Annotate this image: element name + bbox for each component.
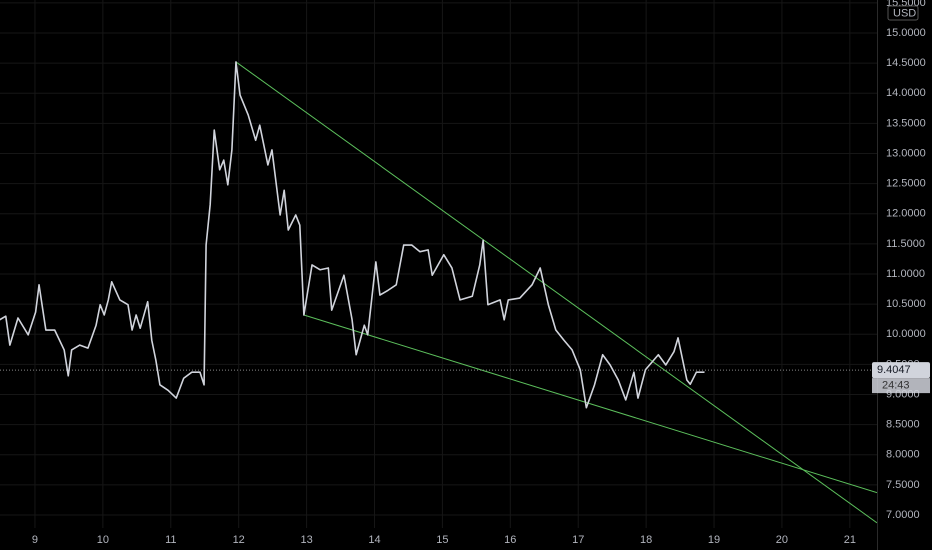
x-tick-label: 20 (776, 534, 788, 546)
x-tick-label: 17 (572, 534, 584, 546)
y-tick-label: 13.5000 (886, 117, 926, 129)
y-tick-label: 7.5000 (886, 479, 920, 491)
x-tick-label: 19 (708, 534, 720, 546)
x-tick-label: 11 (165, 534, 176, 546)
countdown-box (872, 378, 930, 394)
y-tick-label: 15.5000 (886, 0, 926, 9)
y-tick-label: 8.5000 (886, 419, 920, 431)
y-tick-label: 15.0000 (886, 27, 926, 39)
price-label-box (872, 362, 930, 379)
y-tick-label: 13.0000 (886, 147, 926, 159)
x-tick-label: 12 (233, 534, 245, 546)
trendline (235, 61, 877, 524)
price-line (0, 61, 705, 409)
x-tick-label: 18 (640, 534, 652, 546)
y-tick-label: 11.0000 (886, 268, 925, 280)
x-tick-label: 13 (300, 534, 312, 546)
y-tick-label: 12.0000 (886, 208, 926, 220)
y-tick-label: 8.0000 (886, 449, 920, 461)
x-tick-label: 9 (32, 534, 38, 546)
x-tick-label: 21 (844, 534, 856, 546)
x-tick-label: 10 (97, 534, 109, 546)
countdown: 24:43 (882, 380, 910, 392)
y-tick-label: 7.0000 (886, 509, 920, 521)
y-tick-label: 10.0000 (886, 328, 926, 340)
currency-label: USD (893, 7, 916, 19)
y-tick-label: 10.5000 (886, 298, 926, 310)
trendline (303, 314, 877, 494)
price-label: 9.4047 (877, 364, 911, 376)
x-tick-label: 14 (368, 534, 380, 546)
y-tick-label: 11.5000 (886, 238, 925, 250)
y-tick-label: 14.5000 (886, 57, 926, 69)
currency-box (887, 5, 919, 21)
x-tick-label: 15 (436, 534, 448, 546)
x-tick-label: 16 (504, 534, 516, 546)
y-tick-label: 12.5000 (886, 178, 926, 190)
y-tick-label: 14.0000 (886, 87, 926, 99)
